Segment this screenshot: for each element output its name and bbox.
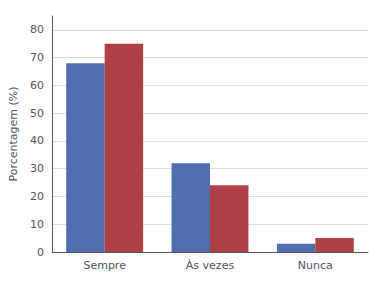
svg-text:80: 80 <box>30 23 44 36</box>
svg-text:50: 50 <box>30 107 44 120</box>
svg-text:Sempre: Sempre <box>83 259 126 272</box>
svg-text:Às vezes: Às vezes <box>186 259 235 272</box>
svg-text:40: 40 <box>30 134 44 147</box>
svg-text:20: 20 <box>30 190 44 203</box>
svg-text:10: 10 <box>30 218 44 231</box>
svg-text:Porcentagem (%): Porcentagem (%) <box>7 86 20 181</box>
svg-text:0: 0 <box>37 246 44 259</box>
svg-text:70: 70 <box>30 51 44 64</box>
svg-text:Nunca: Nunca <box>298 259 333 272</box>
svg-text:60: 60 <box>30 79 44 92</box>
svg-text:30: 30 <box>30 162 44 175</box>
